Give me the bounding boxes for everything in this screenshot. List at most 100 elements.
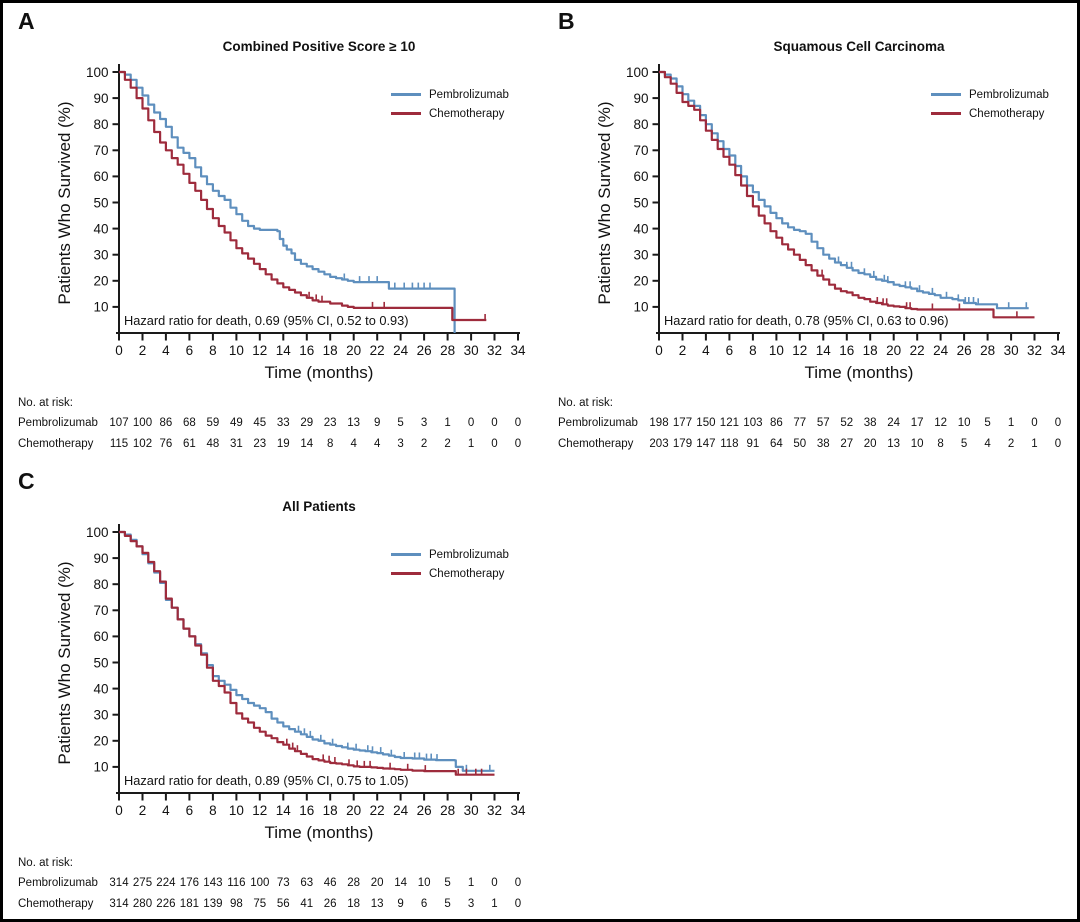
risk-count: 45 xyxy=(253,417,267,429)
svg-text:30: 30 xyxy=(1004,343,1019,358)
risk-count: 12 xyxy=(934,417,947,429)
risk-count: 13 xyxy=(887,438,901,450)
svg-text:22: 22 xyxy=(910,343,925,358)
legend-label-pembrolizumab: Pembrolizumab xyxy=(969,88,1049,101)
svg-text:70: 70 xyxy=(93,143,108,158)
legend-row-chemotherapy: Chemotherapy xyxy=(391,104,509,123)
risk-row-chemotherapy: Chemotherapy 115 102 76 61 48 31 23 19 14 8 4 4 3 2 2 1… xyxy=(3,438,543,452)
risk-count: 280 xyxy=(132,898,153,910)
svg-text:4: 4 xyxy=(162,803,170,818)
risk-count: 179 xyxy=(672,438,693,450)
legend-row-chemotherapy: Chemotherapy xyxy=(931,104,1049,123)
risk-count: 107 xyxy=(109,417,129,429)
risk-count: 98 xyxy=(229,898,243,910)
svg-text:16: 16 xyxy=(299,343,314,358)
risk-count: 77 xyxy=(793,417,807,429)
svg-text:18: 18 xyxy=(323,343,338,358)
svg-text:14: 14 xyxy=(816,343,832,358)
risk-count: 150 xyxy=(696,417,716,429)
svg-text:50: 50 xyxy=(633,195,648,210)
risk-count: 0 xyxy=(491,438,498,450)
svg-text:14: 14 xyxy=(276,343,292,358)
risk-count: 57 xyxy=(816,417,830,429)
risk-count: 68 xyxy=(182,417,196,429)
svg-text:18: 18 xyxy=(863,343,878,358)
svg-text:90: 90 xyxy=(93,551,108,566)
risk-count: 176 xyxy=(179,877,199,889)
risk-count: 4 xyxy=(373,438,381,450)
pembrolizumab-line-swatch xyxy=(391,93,421,96)
risk-count: 86 xyxy=(769,417,783,429)
risk-count: 38 xyxy=(863,417,877,429)
svg-text:70: 70 xyxy=(633,143,648,158)
panel-b: B Squamous Cell Carcinoma 10 20 30 40 50 60 70… xyxy=(543,3,1077,463)
risk-count: 50 xyxy=(793,438,807,450)
svg-text:6: 6 xyxy=(186,343,194,358)
svg-text:8: 8 xyxy=(749,343,757,358)
svg-text:80: 80 xyxy=(93,577,108,592)
legend: Pembrolizumab Chemotherapy xyxy=(931,85,1049,123)
risk-count: 91 xyxy=(746,438,760,450)
svg-text:28: 28 xyxy=(440,803,455,818)
risk-count: 41 xyxy=(300,898,314,910)
risk-count: 2 xyxy=(444,438,451,450)
svg-text:2: 2 xyxy=(679,343,687,358)
risk-table-title: No. at risk: xyxy=(18,857,73,869)
risk-count: 198 xyxy=(649,417,669,429)
risk-count: 0 xyxy=(491,877,498,889)
svg-text:26: 26 xyxy=(417,343,432,358)
legend-row-chemotherapy: Chemotherapy xyxy=(391,564,509,583)
risk-count: 224 xyxy=(156,877,176,889)
x-axis-label: Time (months) xyxy=(804,363,914,382)
legend-label-pembrolizumab: Pembrolizumab xyxy=(429,548,509,561)
legend: Pembrolizumab Chemotherapy xyxy=(391,545,509,583)
risk-count: 13 xyxy=(347,417,361,429)
svg-text:6: 6 xyxy=(726,343,734,358)
legend-label-chemotherapy: Chemotherapy xyxy=(429,107,505,120)
risk-count: 0 xyxy=(514,417,522,429)
risk-count: 13 xyxy=(370,898,384,910)
svg-text:20: 20 xyxy=(633,274,648,289)
chemotherapy-line-swatch xyxy=(391,112,421,115)
x-axis-label: Time (months) xyxy=(264,363,374,382)
risk-row-pembrolizumab: Pembrolizumab 107 100 86 68 59 49 45 33 29 23 13 9 5… xyxy=(3,417,543,431)
svg-text:40: 40 xyxy=(93,681,108,696)
risk-count: 10 xyxy=(910,438,924,450)
svg-text:10: 10 xyxy=(93,300,108,315)
legend-row-pembrolizumab: Pembrolizumab xyxy=(391,545,509,564)
panel-title: All Patients xyxy=(282,499,356,514)
risk-count: 48 xyxy=(206,438,220,450)
svg-text:0: 0 xyxy=(655,343,663,358)
svg-text:40: 40 xyxy=(633,221,648,236)
risk-row-pembrolizumab: Pembrolizumab 314 275 224 176 143 116 100 73 63 4… xyxy=(3,877,543,891)
svg-text:34: 34 xyxy=(510,343,526,358)
risk-count: 10 xyxy=(417,877,431,889)
svg-text:6: 6 xyxy=(186,803,194,818)
svg-text:50: 50 xyxy=(93,655,108,670)
risk-count: 1 xyxy=(467,438,475,450)
risk-count: 2 xyxy=(1007,438,1015,450)
svg-text:90: 90 xyxy=(633,91,648,106)
svg-text:22: 22 xyxy=(370,803,385,818)
svg-text:10: 10 xyxy=(229,343,244,358)
risk-count: 3 xyxy=(397,438,404,450)
risk-count: 0 xyxy=(1031,417,1038,429)
hazard-ratio-note: Hazard ratio for death, 0.69 (95% CI, 0.… xyxy=(124,313,409,328)
risk-count: 0 xyxy=(1054,417,1062,429)
risk-row-label: Pembrolizumab xyxy=(18,877,98,889)
risk-count: 5 xyxy=(397,417,404,429)
risk-count: 5 xyxy=(960,438,968,450)
risk-count: 100 xyxy=(250,877,270,889)
risk-count: 17 xyxy=(910,417,924,429)
risk-count: 121 xyxy=(719,417,739,429)
legend-row-pembrolizumab: Pembrolizumab xyxy=(931,85,1049,104)
svg-text:16: 16 xyxy=(839,343,854,358)
svg-text:30: 30 xyxy=(633,248,648,263)
risk-count: 314 xyxy=(109,877,129,889)
svg-text:32: 32 xyxy=(487,343,502,358)
risk-count: 5 xyxy=(984,417,991,429)
chemotherapy-line-swatch xyxy=(931,112,961,115)
svg-text:34: 34 xyxy=(510,803,526,818)
svg-text:80: 80 xyxy=(93,117,108,132)
